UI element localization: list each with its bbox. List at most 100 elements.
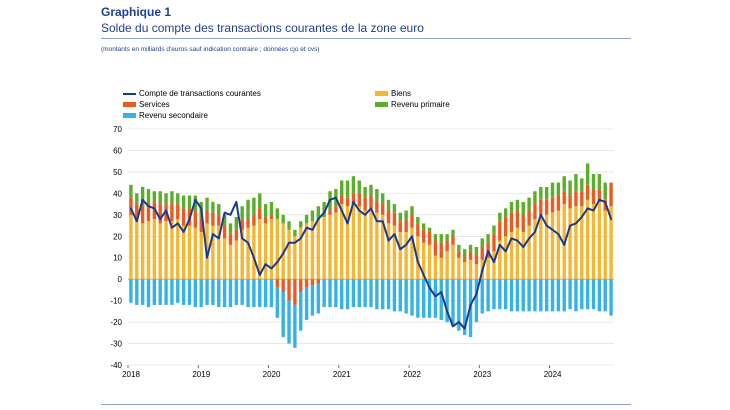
bar-revenu-secondaire	[234, 279, 239, 305]
bar-revenu-primaire	[351, 176, 356, 194]
bar-revenu-primaire	[580, 178, 584, 192]
bar-revenu-primaire	[234, 216, 239, 230]
bar-biens	[544, 214, 549, 280]
bar-services	[334, 206, 338, 213]
bar-revenu-secondaire	[287, 300, 291, 344]
bar-revenu-primaire	[422, 223, 426, 230]
bar-revenu-primaire	[544, 186, 549, 200]
legend-revenu-primaire: Revenu primaire	[375, 100, 450, 109]
bar-services	[580, 191, 584, 207]
bar-revenu-secondaire	[152, 279, 157, 305]
bar-revenu-primaire	[304, 214, 309, 224]
bar-biens	[597, 201, 602, 280]
bar-services	[498, 221, 502, 241]
bar-services	[258, 208, 262, 220]
y-tick-label: 10	[113, 254, 122, 263]
bar-biens	[181, 225, 186, 280]
bar-services	[310, 279, 315, 286]
top-divider	[101, 38, 631, 39]
bar-services	[246, 219, 250, 228]
bar-biens	[580, 206, 584, 280]
bar-revenu-primaire	[293, 229, 297, 237]
bar-revenu-primaire	[310, 210, 315, 222]
bar-services	[222, 225, 227, 239]
bar-services	[281, 279, 285, 293]
bar-services	[304, 279, 309, 288]
bar-biens	[211, 225, 215, 280]
chart-note: (montants en milliards d'euros sauf indi…	[101, 46, 320, 53]
bar-revenu-primaire	[574, 174, 578, 192]
bar-biens	[334, 212, 338, 280]
bar-services	[585, 184, 590, 200]
bar-revenu-secondaire	[316, 283, 320, 314]
bar-revenu-primaire	[398, 212, 402, 222]
bar-revenu-primaire	[269, 201, 274, 215]
bar-revenu-primaire	[603, 182, 607, 200]
legend-biens-swatch	[375, 91, 388, 96]
bar-revenu-primaire	[217, 204, 221, 215]
current-account-line	[129, 196, 613, 330]
bar-revenu-secondaire	[322, 279, 326, 308]
bar-revenu-secondaire	[562, 279, 566, 312]
bar-services	[240, 219, 244, 230]
bar-biens	[568, 208, 572, 280]
bar-revenu-primaire	[404, 210, 408, 220]
bar-services	[129, 197, 133, 215]
bar-biens	[427, 244, 432, 280]
bar-revenu-primaire	[263, 204, 268, 217]
bar-revenu-primaire	[281, 214, 285, 224]
legend-biens: Biens	[375, 89, 411, 98]
bar-biens	[404, 231, 408, 280]
bar-revenu-primaire	[498, 212, 502, 222]
bar-revenu-secondaire	[252, 279, 256, 308]
x-tick-label: 2018	[122, 370, 140, 379]
bar-biens	[146, 221, 151, 280]
bar-revenu-secondaire	[146, 279, 151, 308]
bar-biens	[363, 210, 367, 280]
bar-revenu-secondaire	[299, 292, 303, 331]
bar-services	[486, 242, 490, 258]
bar-biens	[498, 240, 502, 280]
bar-revenu-primaire	[246, 199, 250, 220]
bar-revenu-secondaire	[427, 279, 432, 318]
y-tick-label: 70	[113, 125, 122, 134]
bar-services	[422, 229, 426, 243]
stacked-bars	[129, 163, 613, 348]
bar-biens	[550, 212, 555, 280]
bar-revenu-primaire	[287, 221, 291, 230]
bar-services	[252, 214, 256, 226]
bar-revenu-secondaire	[381, 279, 385, 310]
bar-revenu-primaire	[316, 206, 320, 220]
bar-services	[392, 212, 397, 226]
bar-services	[228, 234, 233, 245]
bar-biens	[556, 210, 561, 280]
bar-biens	[129, 214, 133, 280]
bar-revenu-secondaire	[170, 279, 174, 305]
bar-revenu-primaire	[181, 195, 186, 209]
bar-biens	[351, 204, 356, 280]
bar-revenu-primaire	[146, 189, 151, 205]
bar-revenu-primaire	[135, 193, 139, 205]
bar-services	[205, 210, 209, 224]
x-tick-label: 2019	[192, 370, 210, 379]
bar-revenu-primaire	[386, 199, 391, 211]
bar-revenu-secondaire	[585, 279, 590, 310]
bar-biens	[439, 257, 443, 280]
y-tick-label: -20	[110, 318, 122, 327]
bar-revenu-secondaire	[193, 279, 198, 308]
bar-biens	[433, 255, 438, 280]
bar-services	[457, 251, 461, 258]
bar-services	[193, 210, 198, 228]
bar-biens	[187, 225, 192, 280]
bar-services	[199, 216, 203, 232]
y-axis: -40 -30 -20 -10 0 10 20 30 40 50 60 70	[110, 125, 122, 370]
bar-services	[386, 210, 391, 224]
bar-services	[410, 214, 414, 228]
bar-revenu-secondaire	[187, 279, 192, 305]
bar-biens	[328, 214, 332, 280]
bar-revenu-secondaire	[176, 279, 180, 303]
bar-revenu-secondaire	[480, 279, 484, 314]
bar-services	[263, 216, 268, 224]
bar-services	[398, 221, 402, 232]
y-tick-label: -40	[110, 361, 122, 370]
